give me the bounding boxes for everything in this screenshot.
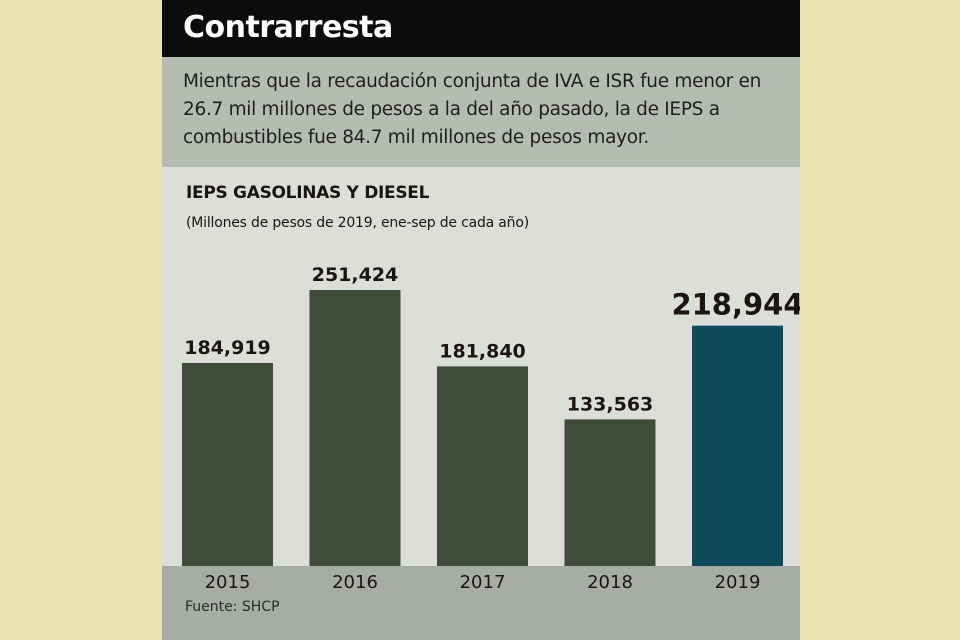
bar-2016 [309, 290, 401, 566]
data-label: 181,840 [439, 340, 526, 362]
bar-2019 [692, 325, 783, 566]
x-tick-label: 2018 [587, 572, 633, 593]
bar-2015 [182, 363, 273, 566]
bar-2018 [564, 419, 656, 566]
intro-text: Mientras que la recaudación conjunta de … [183, 71, 762, 148]
data-label: 133,563 [567, 393, 654, 415]
x-tick-label: 2017 [460, 572, 506, 593]
infographic-panel: Contrarresta Mientras que la recaudación… [162, 0, 800, 640]
x-tick-label: 2015 [205, 572, 251, 593]
page-title: Contrarresta [183, 10, 393, 45]
chart-title: IEPS GASOLINAS Y DIESEL [186, 183, 430, 203]
header-bar: Contrarresta [162, 0, 800, 57]
source-note: Fuente: SHCP [185, 599, 280, 615]
data-label: 184,919 [184, 337, 271, 359]
footer-band: Fuente: SHCP [162, 566, 800, 640]
bar-2017 [437, 366, 528, 566]
data-label: 251,424 [312, 264, 399, 286]
bar-chart: 184,919 2015 251,424 2016 181,840 2017 133,563… [182, 264, 800, 593]
x-tick-label: 2019 [715, 572, 761, 593]
intro-band: Mientras que la recaudación conjunta de … [162, 57, 800, 167]
x-tick-label: 2016 [332, 572, 378, 593]
data-label: 218,944 [671, 288, 800, 322]
chart-subtitle: (Millones de pesos de 2019, ene-sep de c… [186, 215, 529, 231]
